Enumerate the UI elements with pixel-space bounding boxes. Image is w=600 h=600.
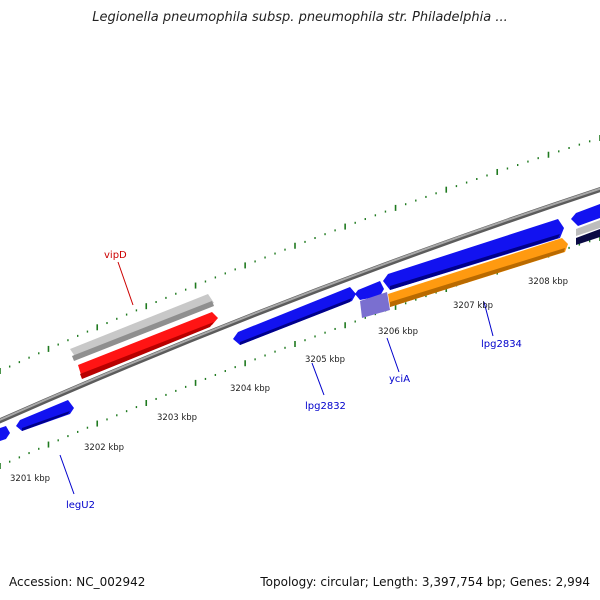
tick-label-3206: 3206 kbp <box>378 327 418 337</box>
gene-left-edge-blue[interactable] <box>0 426 10 441</box>
gene-gray-upper[interactable] <box>70 294 214 361</box>
chromosome-backbone <box>0 187 600 424</box>
gene-label-lpg2832[interactable]: lpg2832 <box>305 401 346 412</box>
tick-label-3202: 3202 kbp <box>84 443 124 453</box>
tick-label-3208: 3208 kbp <box>528 277 568 287</box>
gene-right-edge-navy[interactable] <box>576 229 600 245</box>
map-title: Legionella pneumophila subsp. pneumophil… <box>92 10 508 25</box>
label-leaders <box>59 261 494 495</box>
gene-label-vipd[interactable]: vipD <box>104 250 127 261</box>
accession-text: Accession: NC_002942 <box>9 575 146 589</box>
gene-long-blue-upper[interactable] <box>383 219 564 290</box>
gene-small-blue[interactable] <box>355 281 384 300</box>
lower-tick-row <box>0 235 600 469</box>
gene-label-ycia[interactable]: yciA <box>389 374 410 385</box>
gene-right-edge-gray[interactable] <box>576 220 600 236</box>
tick-label-3204: 3204 kbp <box>230 384 270 394</box>
gene-vipd[interactable] <box>78 312 218 379</box>
gene-lpg2832[interactable] <box>233 287 356 345</box>
gene-legu2[interactable] <box>16 400 74 431</box>
gene-lpg2834[interactable] <box>388 238 568 307</box>
upper-tick-row <box>0 135 600 374</box>
tick-label-3207: 3207 kbp <box>453 301 493 311</box>
tick-label-3205: 3205 kbp <box>305 355 345 365</box>
tick-label-3203: 3203 kbp <box>157 413 197 423</box>
genome-summary-text: Topology: circular; Length: 3,397,754 bp… <box>260 575 590 589</box>
gene-label-legu2[interactable]: legU2 <box>66 500 95 511</box>
gene-right-edge-blue[interactable] <box>571 204 600 226</box>
gene-ycia[interactable] <box>360 292 390 318</box>
tick-label-3201: 3201 kbp <box>10 474 50 484</box>
gene-label-lpg2834[interactable]: lpg2834 <box>481 339 522 350</box>
